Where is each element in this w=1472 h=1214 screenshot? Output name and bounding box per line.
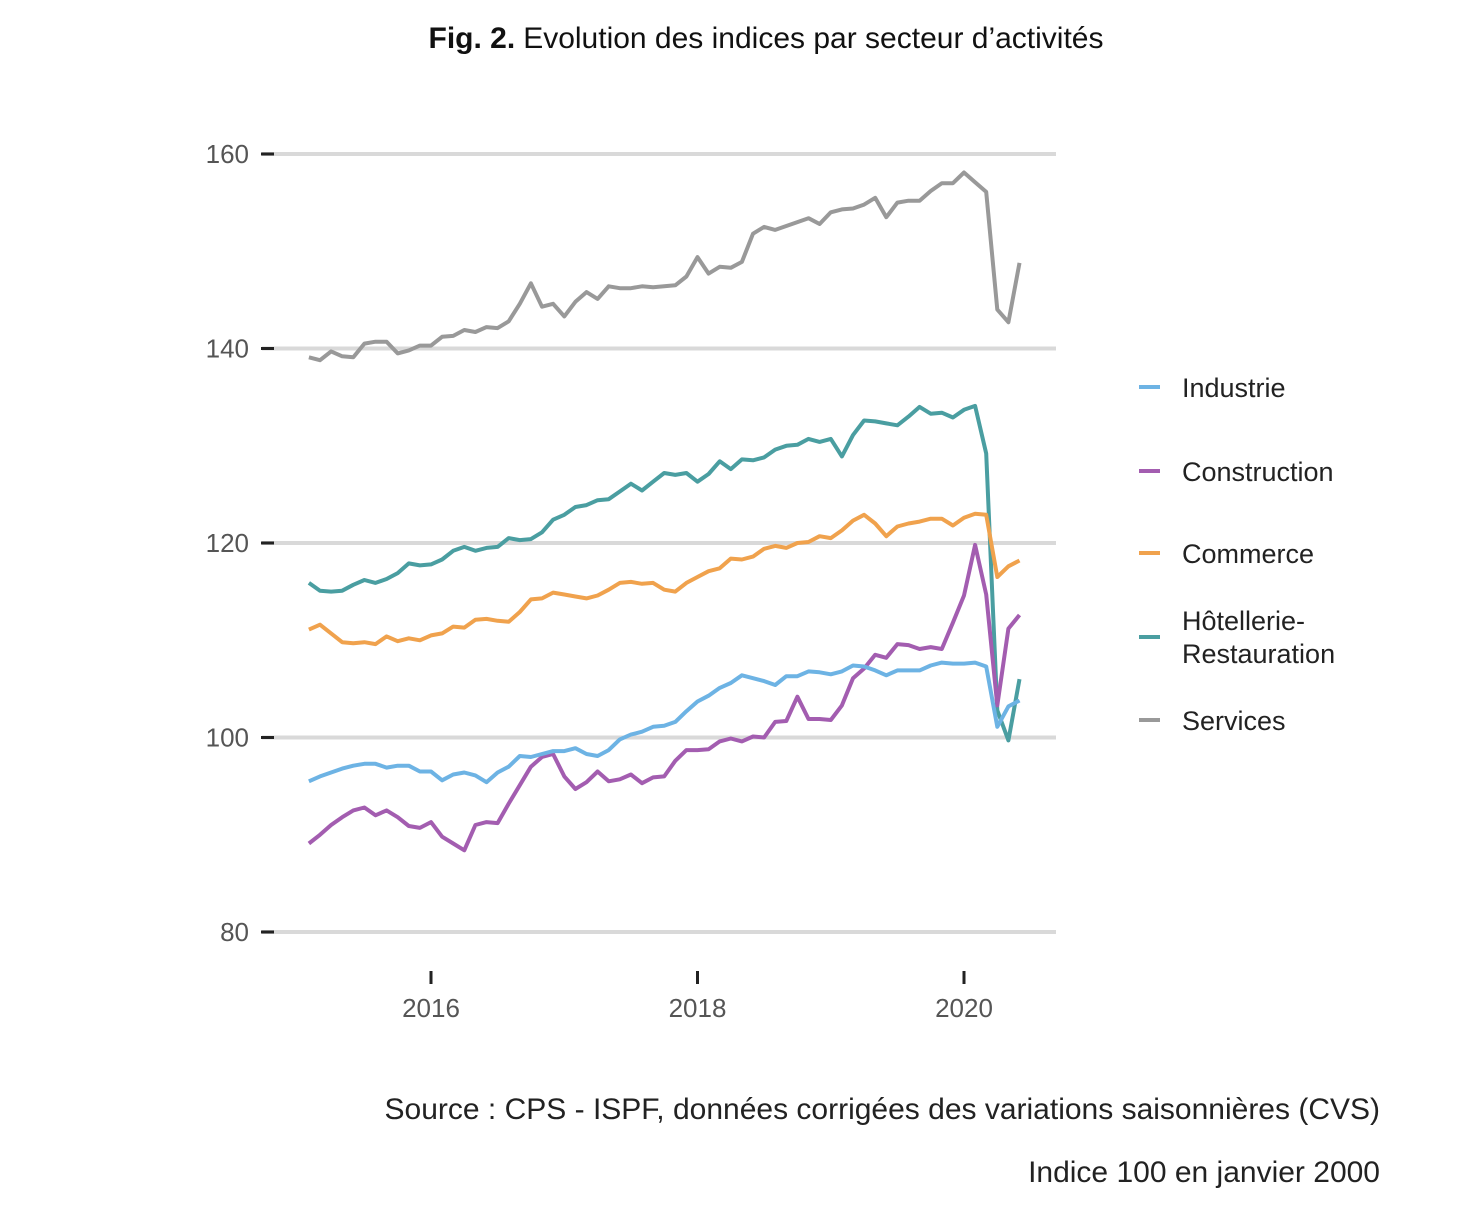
y-tick-label: 120	[206, 528, 249, 558]
title-text: Evolution des indices par secteur d’acti…	[523, 22, 1103, 55]
x-tick-label: 2016	[402, 993, 460, 1023]
y-tick-label: 140	[206, 334, 249, 364]
legend-label: Restauration	[1182, 639, 1335, 669]
legend-item: Industrie	[1139, 373, 1286, 403]
y-tick-label: 100	[206, 723, 249, 753]
legend-item: Construction	[1139, 457, 1334, 487]
x-tick-label: 2020	[935, 993, 993, 1023]
legend-item: Hôtellerie-Restauration	[1139, 606, 1335, 669]
legend-item: Commerce	[1139, 539, 1314, 569]
legend-label: Construction	[1182, 457, 1334, 487]
figure-number: Fig. 2.	[429, 22, 516, 55]
series-lines	[307, 170, 1022, 853]
source-note: Source : CPS - ISPF, données corrigées d…	[385, 1093, 1380, 1126]
chart-title: Fig. 2. Evolution des indices par secteur…	[429, 22, 1104, 55]
index-base-note: Indice 100 en janvier 2000	[1028, 1156, 1380, 1189]
x-tick-label: 2018	[669, 993, 727, 1023]
legend-label: Commerce	[1182, 539, 1314, 569]
series-line-h-tellerie-restauration	[307, 403, 1022, 743]
y-axis: 80 100 120 140 160	[206, 139, 274, 947]
x-axis: 2016 2018 2020	[402, 971, 993, 1023]
legend: Industrie Construction Commerce Hôtellerie-…	[1139, 373, 1335, 736]
y-tick-label: 80	[220, 917, 249, 947]
gridlines	[262, 152, 1056, 934]
series-line-industrie	[308, 660, 1021, 785]
legend-label: Hôtellerie-	[1182, 606, 1305, 636]
series-line-construction	[307, 542, 1022, 853]
legend-item: Services	[1139, 706, 1286, 736]
legend-label: Services	[1182, 706, 1286, 736]
series-line-services	[308, 170, 1022, 363]
y-tick-label: 160	[206, 139, 249, 169]
series-line-commerce	[308, 511, 1021, 647]
legend-label: Industrie	[1182, 373, 1286, 403]
